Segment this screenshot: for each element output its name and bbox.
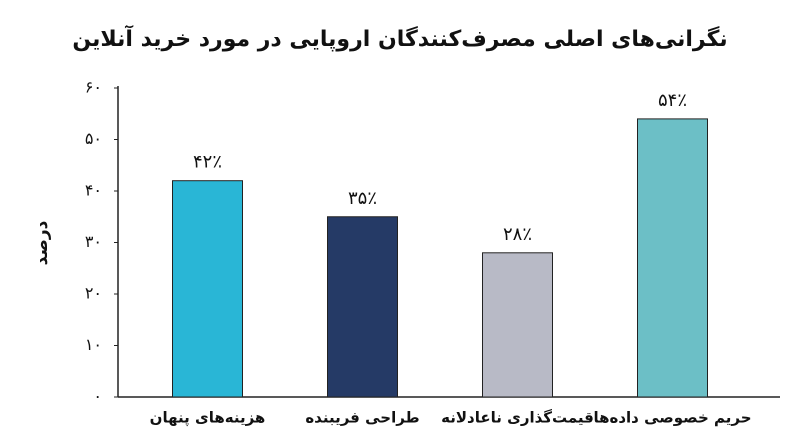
value-label: ۳۵٪ bbox=[348, 188, 377, 209]
bar bbox=[172, 180, 243, 398]
y-tick-label: ۲۰ bbox=[85, 284, 102, 303]
x-tick-label: حریم خصوصی داده‌ها bbox=[593, 409, 751, 427]
y-tick-label: ۰ bbox=[93, 387, 102, 406]
bar bbox=[637, 118, 708, 398]
y-tick-label: ۳۰ bbox=[85, 232, 102, 251]
y-tick-label: ۶۰ bbox=[85, 78, 102, 97]
y-axis-label: درصد bbox=[32, 220, 52, 265]
value-label: ۲۸٪ bbox=[503, 224, 532, 245]
bar bbox=[482, 252, 553, 398]
x-tick-label: طراحی فریبنده bbox=[305, 409, 419, 427]
y-tick-label: ۴۰ bbox=[85, 181, 102, 200]
x-tick-label: هزینه‌های پنهان bbox=[150, 409, 266, 428]
y-tick-label: ۵۰ bbox=[85, 129, 102, 148]
chart-title: نگرانی‌های اصلی مصرف‌کنندگان اروپایی در … bbox=[72, 24, 727, 52]
value-label: ۴۲٪ bbox=[193, 152, 222, 173]
x-tick-label: قیمت‌گذاری ناعادلانه bbox=[441, 409, 594, 427]
y-tick-label: ۱۰ bbox=[85, 335, 102, 354]
bar bbox=[327, 216, 398, 398]
value-label: ۵۴٪ bbox=[658, 90, 687, 111]
